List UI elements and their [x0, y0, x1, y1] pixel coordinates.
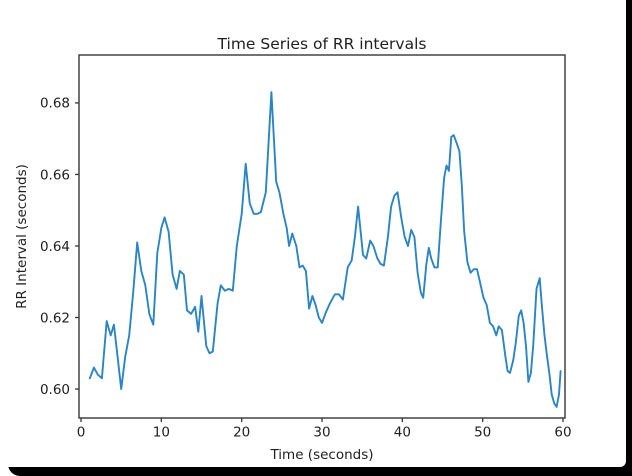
y-tick-label: 0.62 — [40, 310, 70, 326]
x-tick-label: 60 — [554, 425, 571, 441]
x-tick-label: 10 — [153, 425, 170, 441]
y-tick-label: 0.68 — [40, 96, 70, 112]
matplotlib-figure: Time Series of RR intervals 0 10 20 30 40 50 6… — [14, 35, 572, 463]
y-axis-label: RR Interval (seconds) — [14, 164, 30, 309]
x-tick-label: 40 — [394, 425, 411, 441]
x-axis-ticks: 0 10 20 30 40 50 60 — [77, 418, 572, 441]
rr-interval-chart: Time Series of RR intervals 0 10 20 30 40 50 6… — [14, 35, 572, 463]
x-axis-label: Time (seconds) — [269, 447, 373, 463]
x-tick-label: 0 — [77, 425, 86, 441]
y-tick-label: 0.66 — [40, 167, 70, 183]
y-axis-ticks: 0.60 0.62 0.64 0.66 0.68 — [40, 96, 79, 398]
chart-title: Time Series of RR intervals — [217, 35, 427, 53]
y-tick-label: 0.64 — [40, 239, 70, 255]
plot-border — [78, 54, 566, 419]
y-tick-label: 0.60 — [40, 382, 70, 398]
x-tick-label: 30 — [313, 425, 330, 441]
x-tick-label: 50 — [474, 425, 491, 441]
rr-series-line — [88, 91, 562, 408]
x-tick-label: 20 — [233, 425, 250, 441]
